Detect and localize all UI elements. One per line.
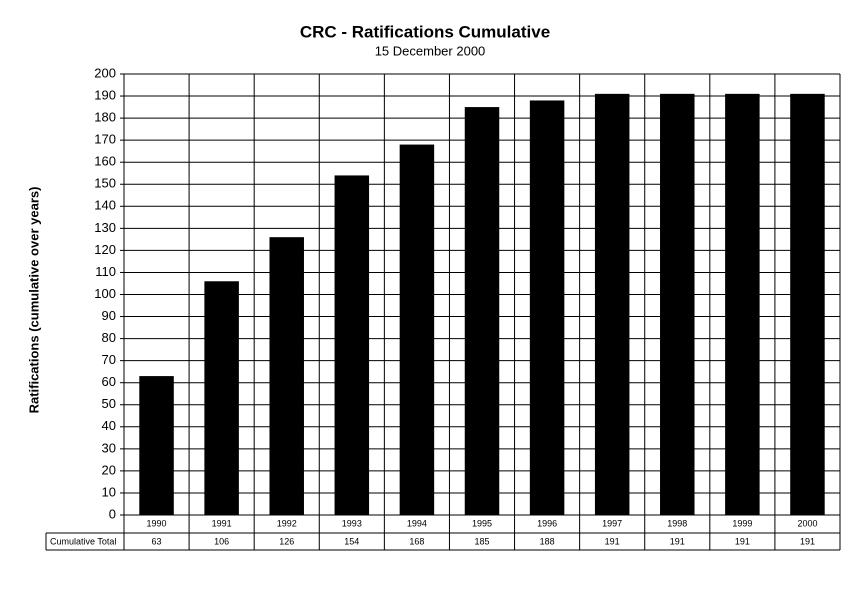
- chart-subtitle: 15 December 2000: [375, 43, 486, 58]
- x-tick-label: 1990: [147, 518, 167, 528]
- y-tick-label: 110: [95, 264, 116, 279]
- y-tick-label: 80: [102, 330, 116, 345]
- x-tick-label: 1991: [212, 518, 232, 528]
- bar: [725, 93, 760, 515]
- table-value: 191: [800, 536, 815, 546]
- chart-title: CRC - Ratifications Cumulative: [300, 22, 550, 41]
- bar: [464, 107, 500, 515]
- table-value: 191: [670, 536, 685, 546]
- y-tick-label: 70: [102, 352, 116, 367]
- table-value: 191: [735, 536, 750, 546]
- y-tick-label: 120: [94, 242, 116, 257]
- y-tick-label: 200: [94, 65, 116, 80]
- bar: [269, 237, 304, 516]
- bar: [399, 144, 435, 515]
- table-value: 185: [474, 536, 489, 546]
- y-tick-label: 130: [94, 220, 116, 235]
- bar: [660, 93, 695, 515]
- y-tick-label: 50: [102, 396, 116, 411]
- x-tick-label: 1999: [732, 518, 752, 528]
- x-tick-label: 1997: [602, 518, 622, 528]
- y-tick-label: 30: [102, 440, 116, 455]
- y-tick-label: 0: [109, 506, 116, 521]
- bar: [594, 93, 630, 515]
- bar: [529, 100, 565, 516]
- x-tick-label: 1995: [472, 518, 492, 528]
- y-tick-label: 20: [102, 462, 116, 477]
- table-value: 191: [605, 536, 620, 546]
- table-value: 106: [214, 536, 229, 546]
- table-value: 168: [409, 536, 424, 546]
- bar: [334, 175, 370, 515]
- y-tick-label: 100: [94, 286, 116, 301]
- y-axis-label: Ratifications (cumulative over years): [26, 187, 41, 414]
- y-tick-label: 90: [102, 308, 116, 323]
- table-row-label: Cumulative Total: [50, 536, 116, 546]
- y-tick-label: 160: [94, 154, 116, 169]
- bar: [139, 376, 174, 515]
- y-tick-label: 140: [94, 198, 116, 213]
- table-value: 126: [279, 536, 294, 546]
- y-tick-label: 170: [94, 132, 116, 147]
- x-tick-label: 1994: [407, 518, 427, 528]
- x-tick-label: 1998: [667, 518, 687, 528]
- table-value: 188: [540, 536, 555, 546]
- x-tick-label: 1996: [537, 518, 557, 528]
- x-tick-label: 2000: [797, 518, 817, 528]
- bar: [204, 281, 239, 515]
- y-tick-label: 10: [102, 484, 116, 499]
- y-tick-label: 60: [102, 374, 116, 389]
- x-tick-label: 1992: [277, 518, 297, 528]
- y-tick-label: 190: [94, 87, 116, 102]
- table-value: 154: [344, 536, 359, 546]
- y-tick-label: 150: [94, 176, 116, 191]
- table-value: 63: [152, 536, 162, 546]
- y-tick-label: 40: [102, 418, 116, 433]
- y-tick-label: 180: [94, 110, 116, 125]
- bar: [790, 93, 825, 515]
- x-tick-label: 1993: [342, 518, 362, 528]
